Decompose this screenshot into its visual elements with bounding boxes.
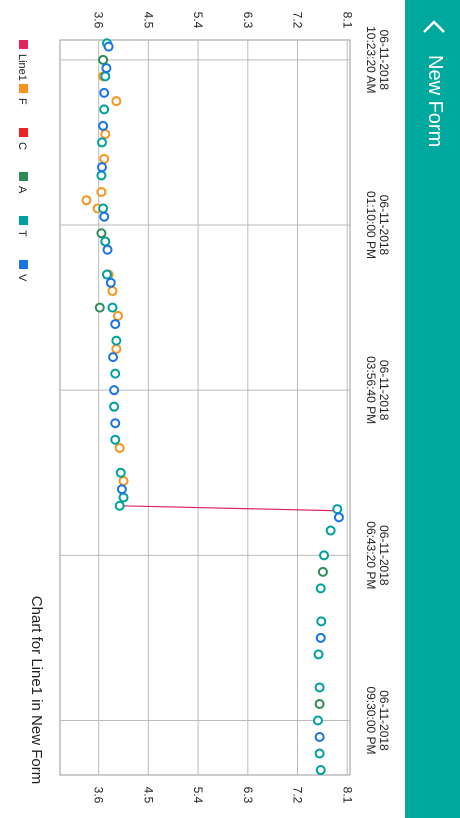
y-tick-label: 7.2	[291, 12, 305, 29]
point	[98, 120, 109, 131]
back-button[interactable]	[405, 8, 460, 48]
point	[116, 484, 127, 495]
point	[98, 54, 109, 65]
point	[105, 277, 116, 288]
point	[109, 385, 120, 396]
legend-swatch	[19, 260, 28, 269]
point	[96, 186, 107, 197]
point	[96, 137, 107, 148]
point	[98, 203, 109, 214]
point	[96, 228, 107, 239]
point	[315, 632, 326, 643]
point	[319, 550, 330, 561]
x-tick-label: 06-11-2018 01:10:00 PM	[364, 190, 391, 259]
point	[314, 732, 325, 743]
y-tick-label: 5.4	[191, 12, 205, 29]
point	[99, 87, 110, 98]
point	[100, 236, 111, 247]
x-tick-label: 06-11-2018 10:23:20 AM	[364, 26, 391, 94]
point	[110, 434, 121, 445]
point	[115, 467, 126, 478]
point	[107, 286, 118, 297]
legend-label: A	[16, 186, 28, 194]
y-tick-label: 5.4	[191, 787, 205, 804]
x-tick-label: 06-11-2018 06:43:20 PM	[364, 521, 391, 590]
point	[314, 748, 325, 759]
y-tick-label: 6.3	[241, 787, 255, 804]
y-tick-label: 4.5	[141, 12, 155, 29]
point	[108, 352, 119, 363]
legend-label: V	[16, 274, 28, 282]
point	[313, 649, 324, 660]
point	[315, 583, 326, 594]
point	[317, 566, 328, 577]
point	[100, 71, 111, 82]
legend-swatch	[19, 40, 28, 49]
point	[101, 63, 112, 74]
legend-label: F	[16, 98, 28, 105]
y-tick-label: 7.2	[291, 787, 305, 804]
point	[111, 343, 122, 354]
y-tick-label: 8.1	[340, 787, 354, 804]
point	[114, 442, 125, 453]
point	[118, 476, 129, 486]
point	[81, 195, 92, 206]
point	[118, 492, 129, 503]
point	[325, 525, 336, 536]
point	[100, 129, 111, 140]
point	[111, 335, 122, 346]
point	[109, 401, 120, 412]
y-tick-label: 3.6	[92, 12, 106, 29]
y-tick-label: 8.1	[340, 12, 354, 29]
point	[315, 765, 326, 776]
chart-title: Chart for Line1 in New Form	[28, 596, 45, 784]
point	[114, 500, 125, 511]
legend-swatch	[19, 84, 28, 93]
plot-frame	[59, 39, 351, 776]
y-tick-label: 3.6	[92, 787, 106, 804]
point	[333, 512, 344, 523]
point	[107, 302, 118, 313]
point	[316, 616, 327, 627]
point	[113, 310, 123, 321]
y-tick-label: 4.5	[141, 787, 155, 804]
point	[314, 682, 325, 693]
point	[312, 715, 323, 726]
y-tick-label: 6.3	[241, 12, 255, 29]
legend-swatch	[19, 216, 28, 225]
legend-label: T	[16, 230, 28, 237]
line	[120, 505, 338, 512]
point	[96, 162, 107, 173]
point	[110, 368, 121, 379]
app-bar: New Form	[405, 0, 460, 818]
legend-label: C	[16, 142, 28, 150]
point	[99, 211, 110, 222]
x-tick-label: 06-11-2018 09:30:00 PM	[364, 686, 391, 755]
point	[102, 244, 113, 255]
legend-swatch	[19, 128, 28, 137]
legend-label: Line1	[16, 54, 28, 81]
point	[101, 269, 112, 280]
point	[110, 418, 121, 429]
point	[96, 170, 107, 181]
x-tick-label: 06-11-2018 03:56:40 PM	[364, 356, 391, 425]
point	[99, 153, 110, 164]
point	[103, 41, 114, 52]
point	[94, 302, 105, 313]
point	[332, 504, 343, 515]
legend-swatch	[19, 172, 28, 181]
point	[99, 104, 110, 115]
point	[314, 698, 325, 709]
point	[110, 319, 121, 330]
point	[111, 96, 122, 107]
